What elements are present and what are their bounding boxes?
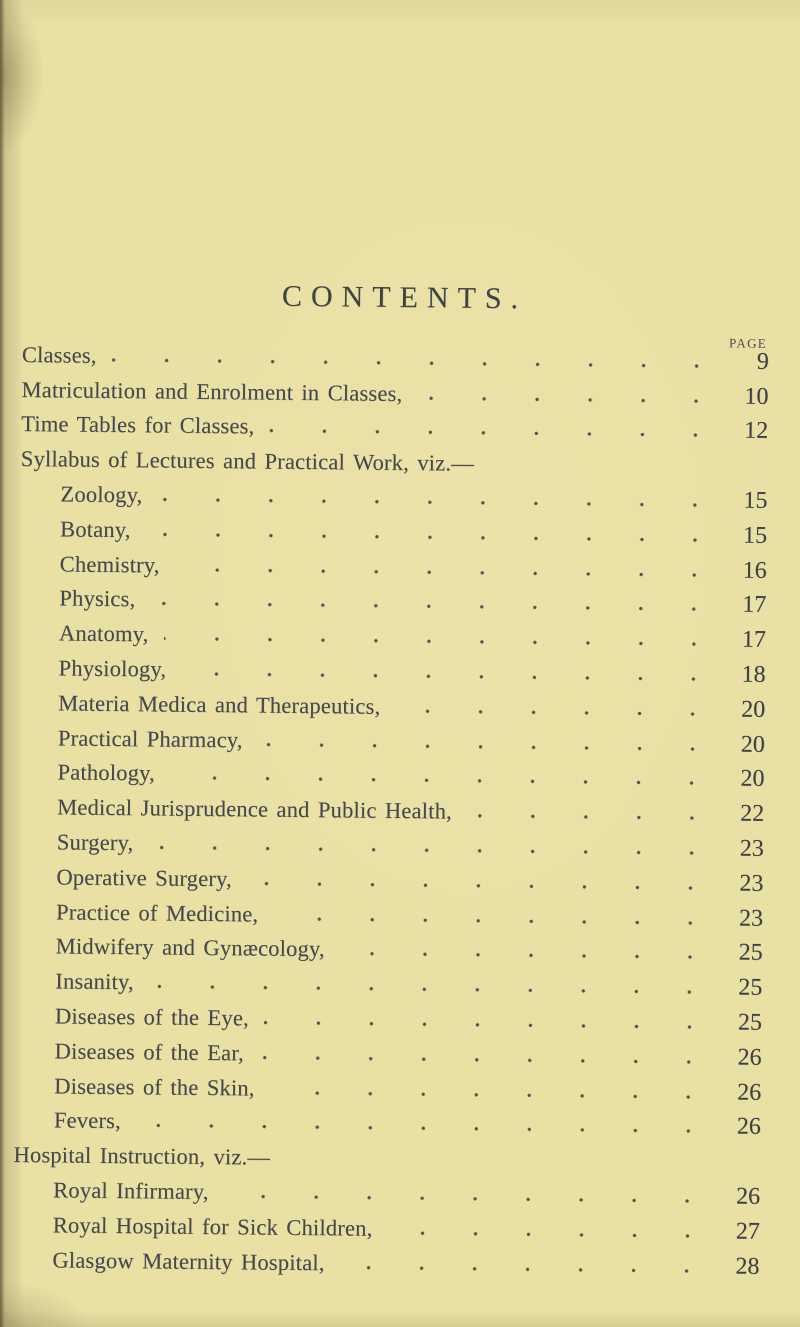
toc-page-number: 23 [739,835,764,862]
page-title: CONTENTS. [281,279,528,316]
toc-entry-label: Royal Hospital for Sick Children, [52,1212,373,1241]
toc-page-number: 25 [738,974,763,1001]
toc-page-number: 10 [744,383,769,410]
table-of-contents: Classes, 9 Matriculation and Enrolment in … [12,336,769,1283]
toc-page-number: 23 [739,870,764,897]
toc-page-number: 27 [735,1218,760,1245]
toc-entry-label: Fevers, [53,1107,122,1134]
toc-entry-label: Insanity, [55,968,134,995]
dot-leader [163,636,720,647]
toc-page-number: 25 [737,1009,763,1036]
toc-page-number: 26 [736,1113,761,1141]
toc-page-number: 18 [741,661,766,688]
toc-page-number: 17 [741,626,767,653]
toc-entry-label: Zoology, [60,481,143,508]
dot-leader [339,1264,714,1273]
toc-page-number: 12 [744,417,769,445]
toc-entry-label: Midwifery and Gynæcology, [55,933,325,962]
dot-leader [111,357,723,369]
dot-leader [258,1055,716,1065]
toc-entry-label: Practical Pharmacy, [57,724,243,752]
toc-entry-label: Glasgow Maternity Hospital, [52,1246,325,1275]
toc-entry-label: Syllabus of Lectures and Practical Work,… [20,446,475,476]
toc-entry-label: Time Tables for Classes, [21,411,255,439]
toc-page-number: 20 [741,696,766,723]
toc-page-number: 22 [740,800,765,827]
toc-entry-label: Physics, [59,585,136,612]
toc-entry-label: Practice of Medicine, [55,898,259,927]
toc-page-number: 17 [742,591,767,619]
dot-leader [395,708,720,717]
dot-leader [387,1230,714,1239]
dot-leader [150,601,721,612]
toc-page-number: 20 [740,765,765,793]
dot-leader [466,813,719,821]
toc-entry-label: Hospital Instruction, viz.— [13,1142,271,1170]
toc-entry-label: Matriculation and Enrolment in Classes, [21,376,403,406]
toc-page-number: 26 [735,1183,761,1210]
dot-leader [257,742,719,751]
dot-leader [269,429,723,438]
toc-entry-label: Medical Jurisprudence and Public Health, [57,794,453,824]
dot-leader [169,775,719,786]
toc-entry-label: Chemistry, [59,551,160,578]
toc-row: Glasgow Maternity Hospital, 28 [12,1241,759,1284]
dot-leader [269,1090,716,1099]
toc-entry-label: Diseases of the Eye, [54,1003,250,1031]
toc-entry-label: Diseases of the Skin, [54,1072,255,1101]
toc-page-number: 20 [740,731,766,758]
toc-page-number: 28 [735,1253,760,1280]
toc-entry-label: Materia Medica and Therapeutics, [58,690,381,719]
dot-leader [417,395,723,403]
toc-page-number: 26 [737,1044,762,1071]
dot-leader [246,881,718,891]
dot-leader [263,1020,716,1030]
toc-page-number: 15 [742,522,768,549]
dot-leader [145,532,722,543]
toc-entry-label: Botany, [59,516,131,542]
toc-entry-label: Classes, [21,341,97,368]
toc-page-number: 15 [743,487,768,514]
toc-page-number: 9 [756,348,770,375]
toc-entry-label: Diseases of the Ear, [54,1038,245,1066]
toc-entry-label: Anatomy, [58,620,149,647]
toc-entry-label: Surgery, [56,829,134,856]
dot-leader [174,567,721,577]
toc-page-number: 23 [738,905,764,932]
toc-page-number: 16 [742,557,767,584]
dot-leader [181,671,720,682]
toc-page-number: 25 [738,939,763,967]
dot-leader [223,1194,715,1204]
toc-entry-label: Physiology, [58,655,167,682]
toc-entry-label: Operative Surgery, [56,864,232,891]
dot-leader [148,984,717,995]
dot-leader [135,1123,715,1134]
dot-leader [339,951,717,960]
toc-entry-label: Royal Infirmary, [53,1177,209,1204]
toc-page-number: 26 [737,1079,762,1106]
dot-leader [148,845,718,856]
dot-leader [273,916,718,925]
toc-entry-label: Pathology, [57,759,156,786]
dot-leader [157,497,722,508]
